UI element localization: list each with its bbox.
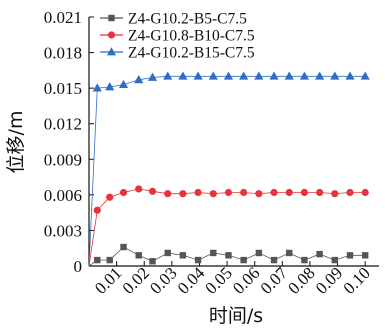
data-point (105, 82, 115, 91)
data-point (93, 206, 101, 214)
data-point (316, 188, 324, 197)
series-2 (88, 185, 369, 267)
data-point (239, 71, 249, 80)
data-point (346, 252, 354, 259)
series-1 (88, 243, 369, 267)
data-point (300, 188, 309, 197)
data-point (209, 190, 217, 198)
data-point (208, 71, 218, 80)
legend: Z4-G10.2-B5-C7.5Z4-G10.8-B10-C7.5Z4-G10.… (100, 11, 255, 62)
data-point (178, 71, 188, 80)
y-tick-label: 0.009 (44, 150, 82, 169)
data-point (179, 252, 187, 259)
data-point (345, 71, 355, 80)
y-tick-label: 0.003 (44, 221, 82, 240)
y-tick-label: 0.018 (44, 44, 82, 63)
data-point (163, 71, 173, 80)
y-tick-label: 0 (74, 257, 83, 276)
data-point (254, 71, 264, 80)
x-tick-label: 0.08 (284, 263, 318, 297)
y-tick-label: 0.006 (44, 186, 82, 205)
data-point (223, 71, 234, 80)
x-tick-label: 0.01 (91, 263, 125, 297)
data-point (301, 256, 308, 264)
x-axis-title: 时间/s (209, 305, 263, 327)
data-point (255, 190, 263, 198)
x-tick-label: 0.02 (119, 263, 153, 297)
data-point (147, 72, 158, 81)
series-line (88, 75, 366, 267)
data-point (224, 188, 233, 197)
data-point (194, 188, 202, 197)
data-point (135, 252, 142, 259)
data-point (299, 71, 310, 80)
data-point (316, 250, 323, 258)
data-point (270, 188, 278, 197)
data-point (361, 252, 369, 259)
data-point (193, 71, 203, 80)
x-tick-label: 0.06 (229, 263, 263, 297)
legend-item: Z4-G10.8-B10-C7.5 (100, 28, 255, 45)
legend-marker (108, 14, 115, 22)
data-point (270, 256, 278, 264)
x-tick-label: 0.07 (257, 263, 292, 298)
data-point (92, 83, 102, 92)
y-tick-label: 0.015 (44, 79, 82, 98)
legend-label: Z4-G10.2-B5-C7.5 (128, 11, 247, 28)
x-tick-label: 0.04 (174, 263, 209, 298)
y-ticks: 0 0.003 0.006 0.009 0.012 0.015 0.018 0.021 (44, 8, 94, 276)
legend-item: Z4-G10.2-B5-C7.5 (100, 11, 247, 28)
data-point (346, 188, 354, 197)
data-point (361, 188, 369, 197)
data-point (315, 71, 325, 80)
series-layer (88, 71, 370, 267)
data-point (331, 256, 339, 264)
data-point (284, 71, 294, 80)
y-tick-label: 0.021 (44, 8, 82, 27)
data-point (240, 256, 247, 264)
data-point (285, 188, 293, 197)
data-point (331, 190, 339, 198)
data-point (94, 256, 101, 264)
legend-label: Z4-G10.2-B15-C7.5 (128, 45, 255, 62)
data-point (134, 75, 144, 84)
data-point (330, 71, 340, 80)
data-point (149, 258, 156, 265)
data-point (255, 249, 263, 257)
legend-item: Z4-G10.2-B15-C7.5 (100, 45, 255, 62)
data-point (164, 249, 171, 257)
data-point (106, 256, 113, 264)
data-point (148, 187, 157, 195)
data-point (225, 252, 232, 259)
legend-marker (106, 47, 117, 56)
data-point (286, 249, 293, 257)
data-point (118, 79, 129, 88)
data-point (120, 243, 127, 251)
data-point (106, 193, 114, 201)
data-point (194, 256, 202, 264)
data-point (164, 190, 172, 198)
y-axis-title: 位移/m (5, 111, 27, 174)
data-point (269, 71, 279, 80)
x-tick-label: 0.05 (201, 263, 235, 297)
data-point (135, 185, 143, 193)
data-point (210, 249, 217, 257)
legend-label: Z4-G10.8-B10-C7.5 (128, 28, 255, 45)
data-point (119, 188, 128, 197)
data-point (240, 188, 248, 197)
series-3 (88, 71, 370, 267)
x-tick-label: 0.09 (312, 263, 346, 297)
data-point (360, 71, 370, 80)
x-tick-label: 0.10 (340, 263, 374, 297)
legend-marker (107, 31, 116, 39)
x-tick-label: 0.03 (146, 263, 180, 297)
y-tick-label: 0.012 (44, 115, 82, 134)
data-point (179, 190, 187, 198)
